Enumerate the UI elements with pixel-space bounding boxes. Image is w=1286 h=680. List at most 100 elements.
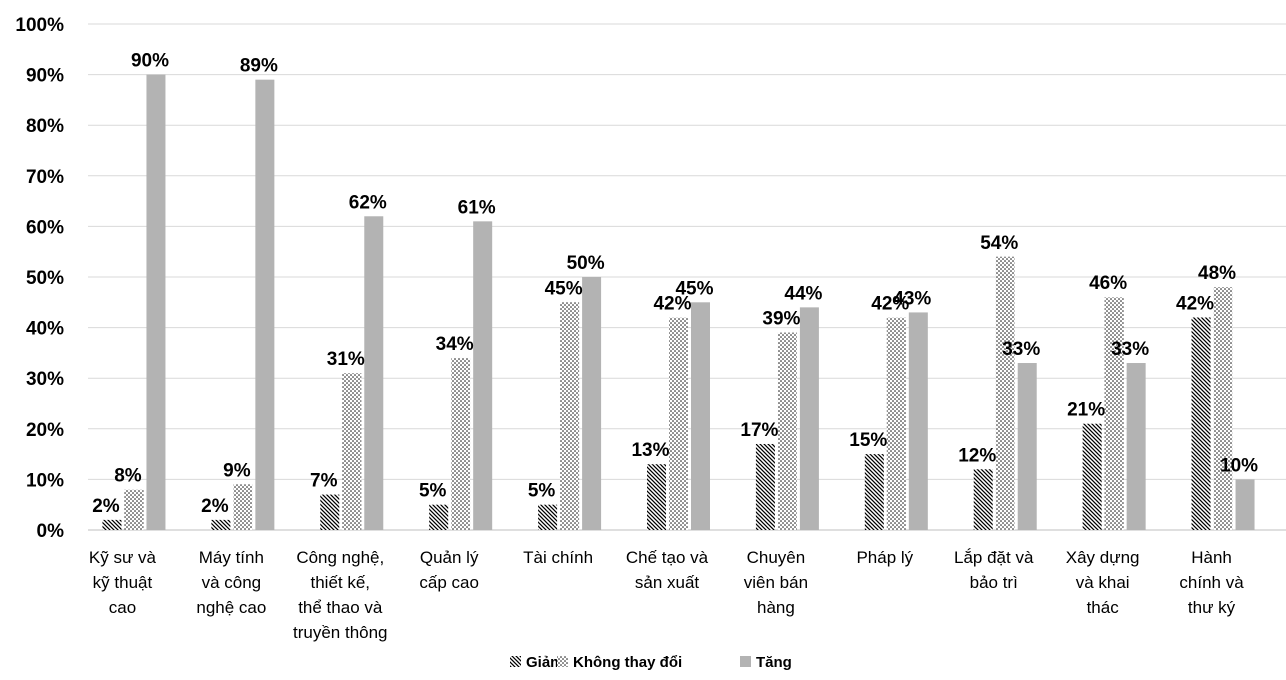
legend-swatch	[510, 656, 521, 667]
legend-swatch	[557, 656, 568, 667]
data-label: 17%	[740, 420, 778, 441]
data-label: 5%	[528, 481, 556, 502]
y-tick-label: 20%	[26, 420, 64, 441]
bar-Giảm	[538, 504, 558, 530]
x-tick-label: Tài chính	[523, 548, 593, 567]
legend-label: Không thay đổi	[573, 654, 682, 671]
bar-Không thay đổi	[233, 484, 253, 530]
data-label: 44%	[784, 283, 822, 304]
x-tick-label: Công nghệ, thiết kế, thể thao và truyền thô…	[293, 548, 388, 642]
data-label: 39%	[762, 309, 800, 330]
y-tick-label: 100%	[15, 15, 64, 36]
bar-Tăng	[255, 79, 275, 530]
bar-Không thay đổi	[560, 302, 580, 530]
bar-Giảm	[320, 494, 340, 530]
bar-Không thay đổi	[1104, 297, 1124, 530]
x-tick-label: Chuyên viên bán hàng	[744, 548, 808, 617]
bar-Không thay đổi	[995, 256, 1015, 530]
bar-Giảm	[1082, 423, 1102, 530]
x-tick-label: Kỹ sư và kỹ thuật cao	[89, 548, 157, 617]
bar-Không thay đổi	[342, 373, 362, 530]
data-label: 33%	[1002, 339, 1040, 360]
legend-label: Tăng	[756, 654, 792, 671]
y-tick-label: 70%	[26, 167, 64, 188]
data-label: 42%	[653, 293, 691, 314]
legend-swatch	[740, 656, 751, 667]
bar-Tăng	[691, 302, 710, 530]
y-axis-ticks: 0% 10% 20% 30% 40% 50% 60% 70% 80% 90% 100%	[15, 15, 64, 542]
x-axis-ticks: Kỹ sư và kỹ thuật cao Máy tính và công nghệ c…	[89, 548, 1244, 642]
bar-Không thay đổi	[124, 489, 144, 530]
data-label: 8%	[114, 466, 142, 487]
bar-Không thay đổi	[451, 357, 471, 530]
data-label: 46%	[1089, 273, 1127, 294]
bar-Tăng	[1126, 363, 1146, 530]
data-label: 61%	[458, 197, 496, 218]
bar-Tăng	[582, 277, 602, 530]
x-tick-label: Máy tính và công nghệ cao	[196, 548, 266, 617]
data-label: 21%	[1067, 400, 1105, 421]
data-label: 45%	[675, 278, 713, 299]
bar-Không thay đổi	[777, 332, 797, 530]
y-tick-label: 0%	[37, 521, 65, 542]
bar-Không thay đổi	[886, 317, 906, 530]
data-labels: 2% 2% 7% 5% 5% 13% 17% 15% 12% 21% 42% 8% 9% 31% 34% 45…	[92, 51, 1258, 517]
data-label: 12%	[958, 445, 996, 466]
data-label: 10%	[1220, 455, 1258, 476]
data-label: 15%	[849, 430, 887, 451]
y-tick-label: 60%	[26, 217, 64, 238]
bar-Giảm	[647, 464, 666, 530]
data-label: 50%	[567, 253, 605, 274]
x-tick-label: Xây dựng và khai thác	[1066, 548, 1140, 617]
data-label: 90%	[131, 51, 169, 72]
legend-item: Giảm	[510, 654, 564, 671]
bar-Tăng	[1017, 363, 1037, 530]
bar-Tăng	[364, 216, 384, 530]
y-tick-label: 10%	[26, 470, 64, 491]
bar-Giảm	[429, 504, 449, 530]
data-label: 34%	[436, 334, 474, 355]
bar-Giảm	[864, 454, 884, 530]
bar-Giảm	[211, 519, 231, 530]
y-tick-label: 30%	[26, 369, 64, 390]
y-tick-label: 90%	[26, 66, 64, 87]
y-tick-label: 80%	[26, 116, 64, 137]
x-tick-label: Quản lý cấp cao	[419, 548, 479, 592]
legend-label: Giảm	[526, 654, 564, 671]
y-tick-label: 50%	[26, 268, 64, 289]
data-label: 43%	[893, 288, 931, 309]
legend: Giảm Không thay đổi Tăng	[510, 654, 792, 671]
bar-Không thay đổi	[669, 317, 688, 530]
data-label: 9%	[223, 460, 251, 481]
data-label: 48%	[1198, 263, 1236, 284]
bar-Giảm	[973, 469, 993, 530]
data-label: 62%	[349, 192, 387, 213]
data-label: 89%	[240, 56, 278, 77]
bar-Tăng	[799, 307, 819, 530]
bar-Không thay đổi	[1213, 287, 1233, 530]
bar-Tăng	[908, 312, 928, 530]
bar-Giảm	[1191, 317, 1211, 530]
x-tick-label: Hành chính và thư ký	[1179, 548, 1244, 617]
legend-item: Tăng	[740, 654, 792, 671]
x-tick-label: Chế tạo và sản xuất	[626, 548, 709, 592]
legend-item: Không thay đổi	[557, 654, 682, 671]
data-label: 2%	[201, 496, 229, 517]
data-label: 45%	[545, 278, 583, 299]
data-label: 42%	[1176, 293, 1214, 314]
data-label: 54%	[980, 233, 1018, 254]
bar-Tăng	[473, 221, 493, 530]
data-label: 7%	[310, 471, 338, 492]
data-label: 42%	[871, 293, 909, 314]
data-label: 33%	[1111, 339, 1149, 360]
y-tick-label: 40%	[26, 319, 64, 340]
x-tick-label: Pháp lý	[856, 548, 913, 567]
data-label: 13%	[631, 440, 669, 461]
bar-Tăng	[1235, 479, 1255, 530]
bar-Giảm	[755, 443, 775, 530]
bar-Tăng	[146, 74, 166, 530]
x-tick-label: Lắp đặt và bảo trì	[954, 548, 1034, 592]
bar-Giảm	[102, 519, 122, 530]
